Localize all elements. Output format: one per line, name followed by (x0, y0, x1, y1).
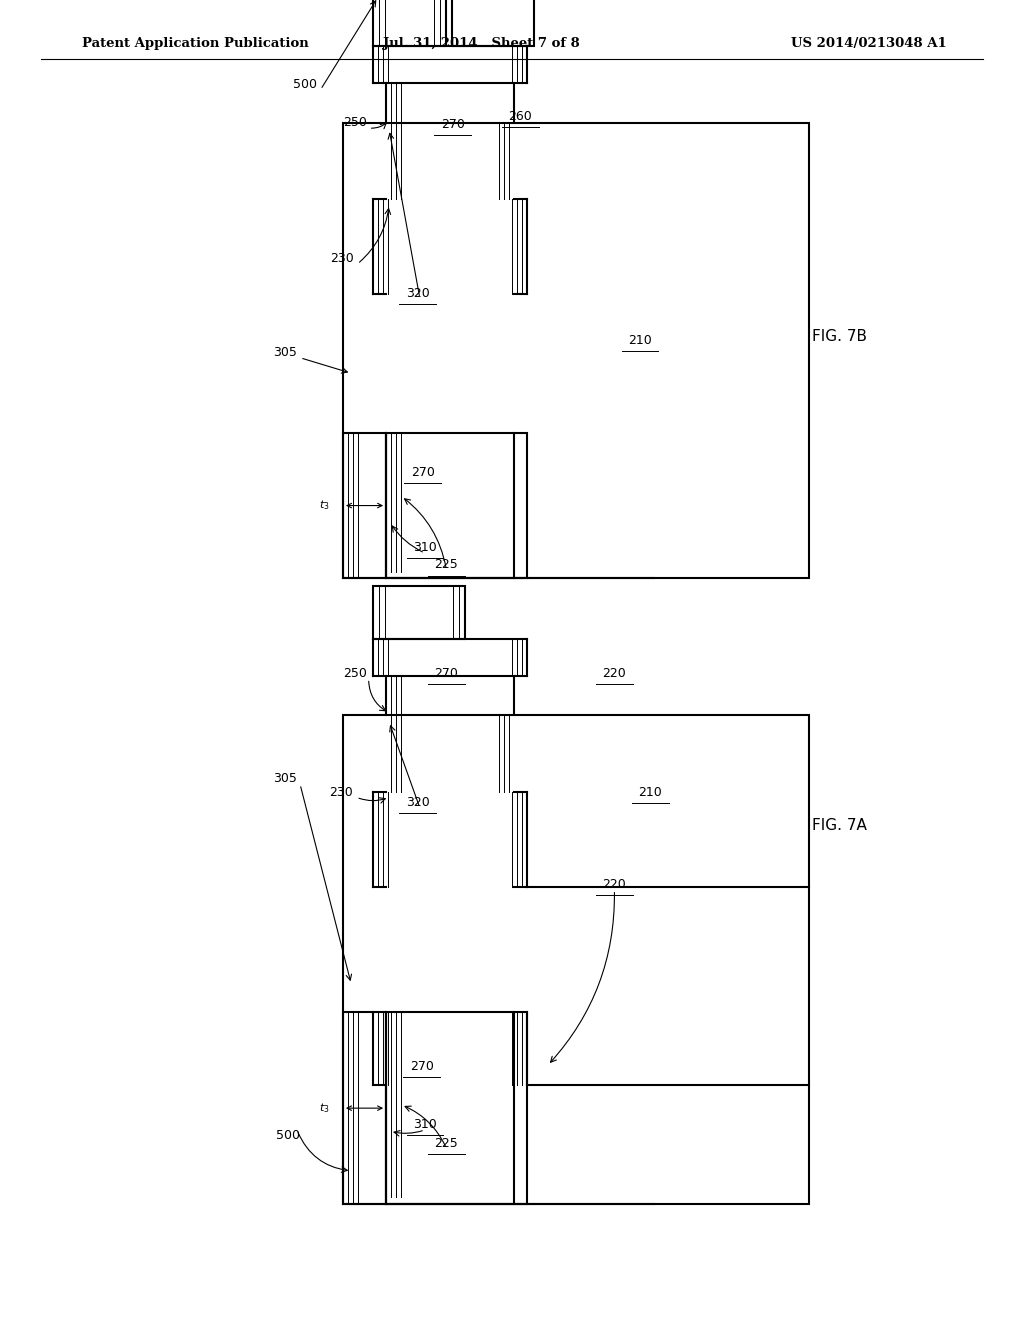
Bar (343, 1012, 386, 1204)
Text: 305: 305 (273, 346, 297, 359)
Bar (343, 715, 809, 1204)
Text: Jul. 31, 2014   Sheet 7 of 8: Jul. 31, 2014 Sheet 7 of 8 (383, 37, 580, 50)
Text: 270: 270 (434, 667, 459, 680)
Text: 225: 225 (434, 558, 459, 572)
Text: FIG. 7A: FIG. 7A (812, 817, 867, 833)
Text: 210: 210 (638, 785, 663, 799)
Text: 260: 260 (508, 110, 532, 123)
Text: US 2014/0213048 A1: US 2014/0213048 A1 (792, 37, 947, 50)
Bar (373, 0, 446, 46)
Bar (343, 123, 809, 578)
Bar (373, 586, 465, 639)
Bar (452, 0, 534, 46)
Text: 305: 305 (273, 772, 297, 785)
Text: 320: 320 (406, 286, 430, 300)
Text: 250: 250 (343, 667, 367, 680)
Text: $t_3$: $t_3$ (319, 1101, 330, 1115)
Bar (386, 1012, 527, 1204)
Text: 220: 220 (602, 878, 627, 891)
Text: 500: 500 (276, 1129, 300, 1142)
Bar (386, 433, 527, 578)
Text: 230: 230 (331, 252, 354, 265)
Text: 270: 270 (411, 466, 435, 479)
Text: 210: 210 (628, 334, 652, 347)
Text: 270: 270 (440, 117, 465, 131)
Text: Patent Application Publication: Patent Application Publication (82, 37, 308, 50)
Text: 220: 220 (602, 667, 627, 680)
Text: 250: 250 (343, 116, 367, 129)
Text: 230: 230 (330, 785, 353, 799)
Text: FIG. 7B: FIG. 7B (812, 329, 867, 345)
Text: 225: 225 (434, 1137, 459, 1150)
Bar (343, 433, 386, 578)
Text: 310: 310 (413, 1118, 437, 1131)
Text: 320: 320 (406, 796, 430, 809)
Text: 500: 500 (294, 78, 317, 91)
Text: 310: 310 (413, 541, 437, 554)
Text: $t_3$: $t_3$ (319, 499, 330, 512)
Text: 270: 270 (410, 1060, 434, 1073)
